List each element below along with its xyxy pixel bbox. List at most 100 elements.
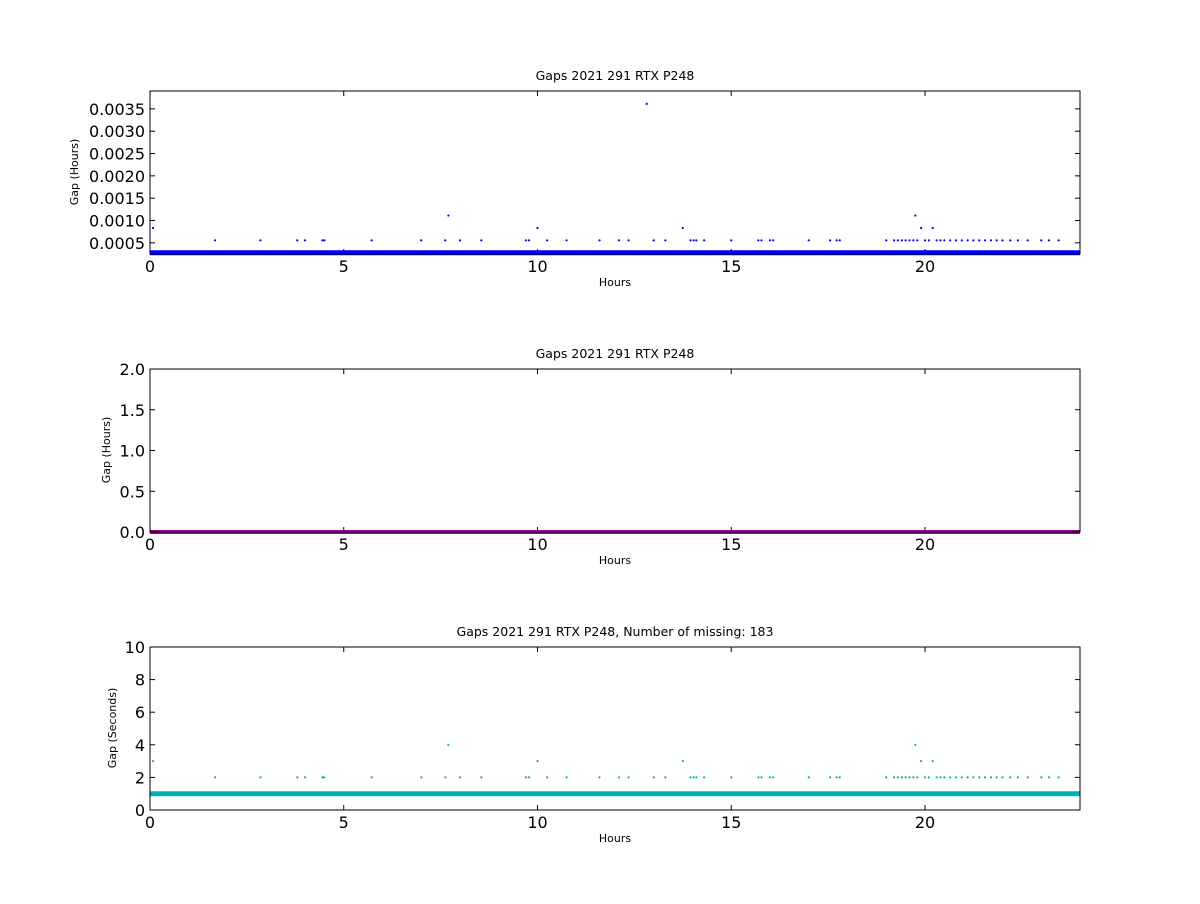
y-tick-label: 0.0030 <box>89 122 145 141</box>
data-point <box>730 776 733 779</box>
data-point <box>960 239 963 242</box>
data-point <box>935 239 938 242</box>
x-tick-label: 15 <box>721 535 741 554</box>
x-axis-label: Hours <box>599 554 631 567</box>
data-point <box>152 760 155 763</box>
y-axis-label: Gap (Hours) <box>68 139 81 206</box>
data-point <box>480 239 483 242</box>
y-tick-label: 2 <box>135 768 145 787</box>
data-point <box>954 239 958 242</box>
data-point <box>995 239 998 242</box>
data-point <box>695 239 698 242</box>
data-point <box>760 776 763 779</box>
data-point <box>978 776 981 779</box>
data-point <box>923 239 927 242</box>
y-tick-label: 4 <box>135 736 145 755</box>
subplot-title: Gaps 2021 291 RTX P248 <box>536 68 695 83</box>
data-point <box>321 239 324 242</box>
data-point <box>939 776 942 779</box>
data-point <box>692 239 695 242</box>
data-point <box>1001 776 1004 779</box>
data-point <box>916 776 919 779</box>
data-point <box>1009 239 1012 242</box>
y-tick-label: 0.0020 <box>89 167 145 186</box>
x-tick-label: 20 <box>915 257 935 276</box>
data-point <box>458 776 462 779</box>
data-point <box>927 776 930 779</box>
data-point <box>303 239 307 242</box>
data-point <box>420 776 423 779</box>
data-point <box>983 776 987 779</box>
data-point <box>664 776 667 779</box>
data-point <box>989 239 992 242</box>
x-tick-label: 5 <box>339 535 349 554</box>
data-point <box>949 239 952 242</box>
x-tick-label: 5 <box>339 813 349 832</box>
data-point <box>757 239 760 242</box>
data-point <box>954 776 958 779</box>
data-point <box>524 239 527 242</box>
x-tick-label: 10 <box>527 813 547 832</box>
data-point <box>627 239 630 242</box>
data-point <box>321 776 324 779</box>
data-point <box>927 239 930 242</box>
data-point <box>768 776 772 779</box>
data-point <box>444 239 447 242</box>
data-point <box>370 239 373 242</box>
data-point <box>835 239 838 242</box>
data-point <box>536 760 539 763</box>
y-tick-label: 0.0 <box>120 523 145 542</box>
data-point <box>920 226 923 230</box>
y-tick-label: 0 <box>135 801 145 820</box>
data-point <box>935 776 938 779</box>
data-point <box>692 776 695 779</box>
y-tick-label: 0.0025 <box>89 145 145 164</box>
data-point <box>480 776 483 779</box>
axis-ticks: 0 5 10 15 20 0.0005 0.0010 0.0015 0.0020 0.0025 0.… <box>89 91 1080 276</box>
data-point <box>807 239 810 242</box>
data-point <box>1047 239 1051 242</box>
data-point <box>689 776 692 779</box>
data-point <box>681 760 684 763</box>
data-point <box>296 776 299 779</box>
data-point <box>689 239 692 242</box>
data-point <box>807 776 810 779</box>
data-point <box>296 239 299 242</box>
data-point <box>444 776 447 779</box>
data-point <box>943 776 946 779</box>
data-point <box>828 776 832 779</box>
data-point <box>1009 776 1012 779</box>
data-point <box>323 239 326 242</box>
data-point <box>645 102 648 106</box>
y-tick-label: 1.5 <box>120 401 145 420</box>
data-point <box>1001 239 1004 242</box>
y-tick-label: 0.5 <box>120 482 145 501</box>
data-point <box>908 239 911 242</box>
data-point <box>565 776 568 779</box>
x-axis-label: Hours <box>599 276 631 289</box>
data-point <box>904 239 907 242</box>
data-point <box>152 226 155 230</box>
data-point <box>1040 776 1043 779</box>
data-point <box>703 239 706 242</box>
data-point <box>943 239 946 242</box>
data-point <box>960 776 963 779</box>
data-point <box>524 776 527 779</box>
x-tick-label: 15 <box>721 257 741 276</box>
data-point <box>420 239 423 242</box>
subplot-title: Gaps 2021 291 RTX P248 <box>536 346 695 361</box>
y-tick-label: 1.0 <box>120 442 145 461</box>
data-point <box>664 239 667 242</box>
data-point <box>923 776 927 779</box>
data-point <box>1057 776 1060 779</box>
data-point <box>370 776 373 779</box>
x-tick-label: 10 <box>527 535 547 554</box>
data-point <box>904 776 907 779</box>
data-point <box>214 776 217 779</box>
data-point <box>1026 776 1029 779</box>
data-point <box>536 226 539 230</box>
data-point <box>598 776 601 779</box>
y-tick-label: 0.0035 <box>89 100 145 119</box>
data-point <box>966 776 969 779</box>
